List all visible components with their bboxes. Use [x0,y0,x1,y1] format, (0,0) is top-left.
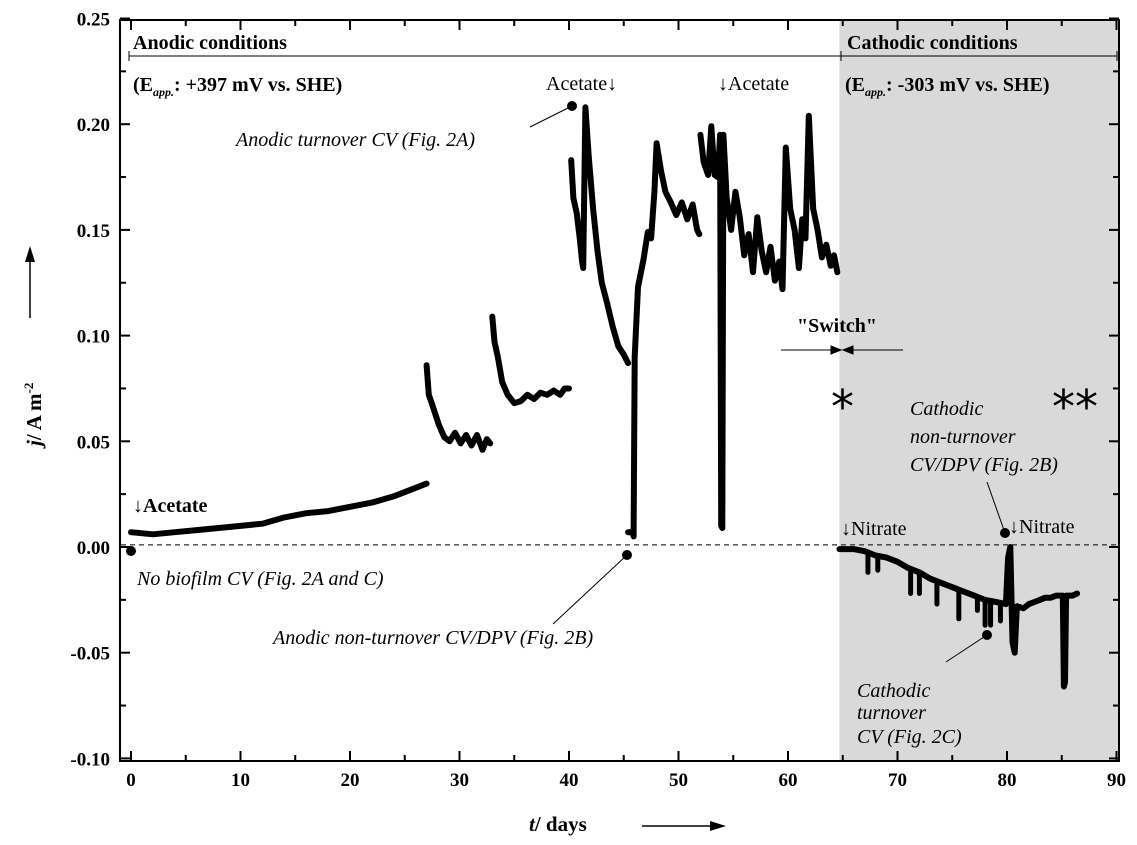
acetate-marker-3: ↓Acetate [718,73,789,95]
x-tick-label: 50 [669,770,688,791]
x-tick-label: 40 [560,770,579,791]
x-axis-title: t/ days [529,812,726,836]
switch-arrows [781,345,903,355]
series-segment-3 [489,313,572,407]
series-segment-7 [836,544,1081,690]
x-tick-label: 80 [998,770,1017,791]
x-tick-label: 10 [231,770,250,791]
y-tick-label: 0.15 [77,221,110,242]
cathodic-region-shading [839,20,1119,761]
y-axis-title: j/ A m-2 [21,246,46,449]
cathodic-nonturnover-cv-label: Cathodic non-turnover CV/DPV (Fig. 2B) [910,398,1058,476]
series-segment-2 [423,362,494,453]
cathodic-bracket [841,51,1118,61]
series-segment-1 [128,480,430,538]
cathodic-potential-label: (Eapp.: -303 mV vs. SHE) [845,74,1050,99]
y-tick-label: -0.05 [70,644,110,665]
cv-markers [126,101,1010,663]
cathodic-turnover-cv-label: Cathodic turnover CV (Fig. 2C) [857,680,962,748]
svg-text:t/ days: t/ days [529,812,587,836]
anodic-nonturnover-cv-label: Anodic non-turnover CV/DPV (Fig. 2B) [271,627,593,649]
y-tick-label: 0.10 [77,327,110,348]
star-single: * [831,380,854,434]
acetate-marker-1: ↓Acetate [133,495,208,517]
x-tick-label: 70 [888,770,907,791]
no-biofilm-cv-label: No biofilm CV (Fig. 2A and C) [136,568,384,590]
x-tick-label: 0 [126,770,136,791]
nitrate-marker-1: ↓Nitrate [841,518,907,540]
series-segment-5 [625,140,703,540]
y-tick-label: 0.05 [77,432,110,453]
cathodic-header: Cathodic conditions [847,32,1018,54]
axis-ticks: 0 10 20 30 40 50 60 70 80 90 -0.10 -0.05 0.00 0.05 0.1… [70,10,1126,792]
data-series [128,104,1081,690]
y-tick-label: 0.00 [77,538,110,559]
anodic-potential-label: (Eapp.: +397 mV vs. SHE) [133,74,342,99]
y-tick-label: 0.25 [77,10,110,31]
series-segment-6 [697,112,841,531]
x-tick-label: 30 [450,770,469,791]
x-tick-label: 20 [341,770,360,791]
anodic-header: Anodic conditions [133,32,287,54]
acetate-marker-2: Acetate↓ [546,73,617,95]
svg-text:j/ A m-2: j/ A m-2 [21,383,46,449]
x-tick-label: 60 [779,770,798,791]
plot-frame [119,19,1120,762]
y-tick-label: 0.20 [77,115,110,136]
y-tick-label: -0.10 [70,749,110,770]
x-tick-label: 90 [1107,770,1126,791]
anodic-turnover-cv-label: Anodic turnover CV (Fig. 2A) [234,129,475,151]
nitrate-marker-2: ↓Nitrate [1009,516,1075,538]
series-segment-4 [568,104,632,367]
star-double: ** [1052,380,1098,434]
switch-label: "Switch" [797,315,877,337]
